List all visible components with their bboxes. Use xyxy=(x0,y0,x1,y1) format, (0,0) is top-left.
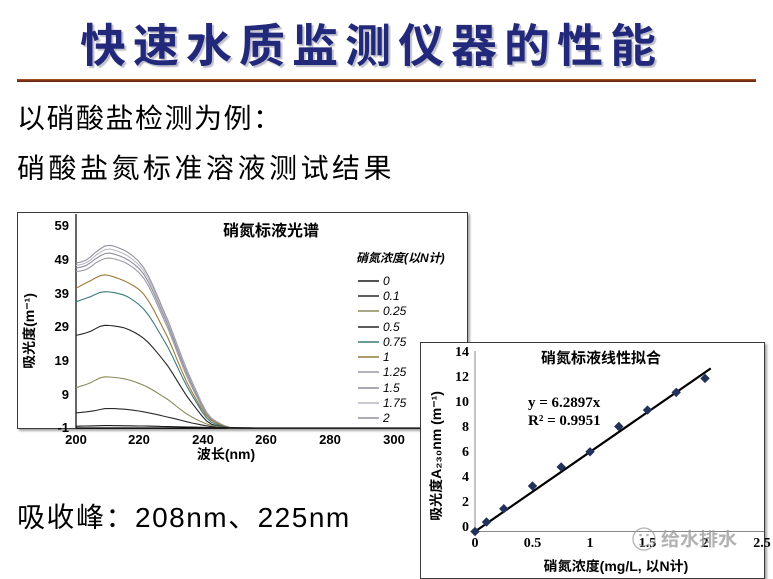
svg-text:14: 14 xyxy=(455,345,469,360)
svg-text:吸光度A₂₃₀nm (m⁻¹): 吸光度A₂₃₀nm (m⁻¹) xyxy=(428,391,444,521)
svg-text:给水排水: 给水排水 xyxy=(661,529,737,551)
svg-text:4: 4 xyxy=(462,470,469,485)
svg-text:8: 8 xyxy=(462,420,469,435)
svg-text:19: 19 xyxy=(55,353,69,368)
svg-text:0: 0 xyxy=(383,274,390,288)
svg-text:y = 6.2897x: y = 6.2897x xyxy=(528,395,601,411)
svg-text:硝氮标液线性拟合: 硝氮标液线性拟合 xyxy=(541,350,662,367)
svg-text:2.5: 2.5 xyxy=(753,536,771,551)
svg-text:9: 9 xyxy=(62,387,69,402)
svg-text:1.5: 1.5 xyxy=(383,381,400,395)
svg-text:硝氮浓度(mg/L, 以N计): 硝氮浓度(mg/L, 以N计) xyxy=(544,558,689,574)
svg-text:1.25: 1.25 xyxy=(383,365,407,379)
svg-text:0.5: 0.5 xyxy=(383,320,400,334)
svg-text:硝氮浓度(以N计): 硝氮浓度(以N计) xyxy=(356,251,445,265)
svg-text:波长(nm): 波长(nm) xyxy=(197,446,255,462)
svg-text:0.5: 0.5 xyxy=(524,536,542,551)
svg-text:59: 59 xyxy=(55,218,69,233)
svg-text:0.25: 0.25 xyxy=(383,304,407,318)
svg-text:0.75: 0.75 xyxy=(383,335,407,349)
svg-text:300: 300 xyxy=(383,432,405,447)
svg-text:240: 240 xyxy=(192,432,214,447)
svg-text:12: 12 xyxy=(455,370,469,385)
svg-text:2: 2 xyxy=(462,495,469,510)
svg-text:10: 10 xyxy=(455,395,469,410)
svg-text:280: 280 xyxy=(319,432,341,447)
svg-text:1: 1 xyxy=(587,536,594,551)
svg-text:1: 1 xyxy=(383,350,390,364)
svg-text:0: 0 xyxy=(472,536,479,551)
svg-text:49: 49 xyxy=(55,252,69,267)
svg-text:硝氮标液光谱: 硝氮标液光谱 xyxy=(223,222,319,240)
svg-text:吸光度(m⁻¹): 吸光度(m⁻¹) xyxy=(21,293,37,369)
svg-text:200: 200 xyxy=(65,432,87,447)
svg-text:220: 220 xyxy=(128,432,150,447)
svg-text:0.1: 0.1 xyxy=(383,289,400,303)
svg-text:260: 260 xyxy=(255,432,277,447)
svg-text:1.75: 1.75 xyxy=(383,396,407,410)
svg-text:6: 6 xyxy=(462,445,469,460)
svg-text:R² = 0.9951: R² = 0.9951 xyxy=(528,413,601,429)
svg-text:39: 39 xyxy=(55,286,69,301)
svg-text:0: 0 xyxy=(462,520,469,535)
svg-text:2: 2 xyxy=(382,411,390,425)
svg-text:29: 29 xyxy=(55,319,69,334)
